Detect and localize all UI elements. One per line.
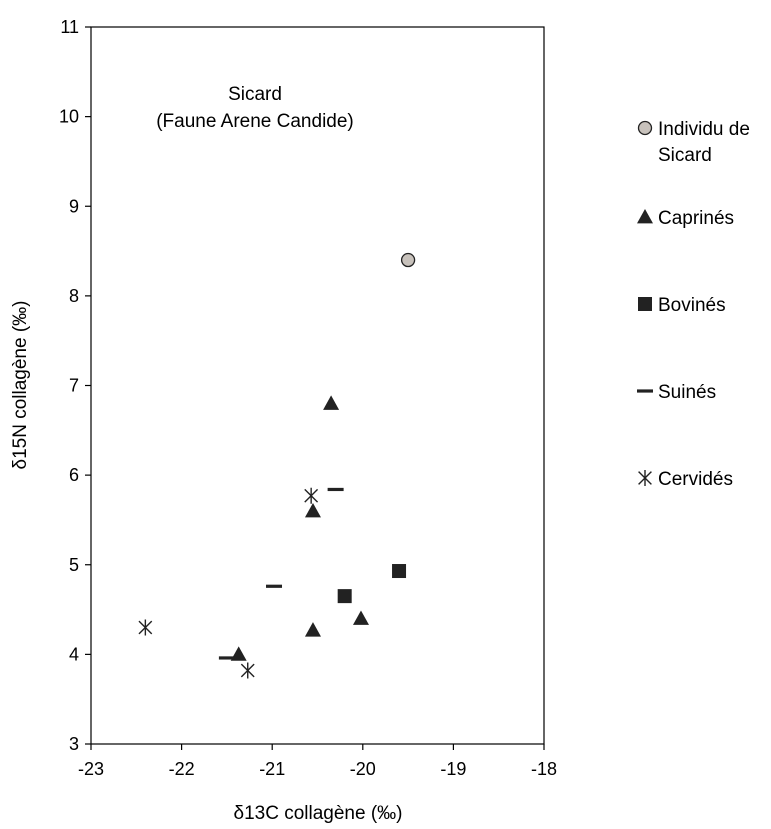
x-tick-label: -18 [531, 759, 557, 779]
x-tick-label: -19 [440, 759, 466, 779]
legend-marker-triangle [637, 209, 653, 224]
data-point-triangle [304, 502, 321, 518]
legend: Individu de Sicard Caprinés Bovinés Suinés Ce… [637, 119, 750, 490]
legend-item: Individu de Sicard [637, 119, 750, 166]
y-axis: 3 4 5 6 7 8 9 10 11 [59, 17, 91, 754]
x-axis-label: δ13C collagène (‰) [234, 803, 403, 824]
x-tick-label: -23 [78, 759, 104, 779]
legend-item: Suinés [637, 382, 716, 403]
data-point-dash [218, 656, 235, 660]
legend-label: Individu de [658, 119, 750, 140]
legend-label: Suinés [658, 382, 716, 403]
y-tick-label: 11 [60, 17, 79, 37]
y-tick-label: 3 [69, 734, 79, 754]
legend-item: Caprinés [637, 208, 734, 229]
legend-label: Sicard [658, 145, 712, 166]
y-tick-label: 5 [69, 555, 79, 575]
data-point-asterisk [240, 662, 255, 679]
legend-marker-circle [637, 120, 653, 136]
legend-marker-square [638, 297, 652, 311]
legend-marker-asterisk [638, 470, 652, 486]
y-tick-label: 7 [69, 376, 79, 396]
y-tick-label: 9 [69, 196, 79, 216]
legend-label: Caprinés [658, 208, 734, 229]
x-tick-label: -21 [259, 759, 285, 779]
data-point-circle [400, 252, 416, 268]
annotation-line-1: Sicard [228, 84, 282, 105]
legend-item: Cervidés [638, 469, 733, 490]
data-point-asterisk [138, 619, 153, 636]
data-point-triangle [304, 622, 321, 637]
data-point-square [392, 564, 407, 579]
legend-label: Bovinés [658, 295, 726, 316]
annotation-line-2: (Faune Arene Candide) [156, 111, 354, 132]
data-point-dash [266, 584, 283, 588]
x-tick-label: -20 [350, 759, 376, 779]
x-tick-label: -22 [169, 759, 195, 779]
data-point-square [337, 589, 352, 604]
y-tick-label: 8 [69, 286, 79, 306]
y-tick-label: 6 [69, 465, 79, 485]
legend-item: Bovinés [638, 295, 726, 316]
legend-label: Cervidés [658, 469, 733, 490]
data-point-triangle [323, 395, 340, 410]
data-point-triangle [352, 610, 369, 625]
legend-marker-dash [637, 389, 653, 393]
data-points [138, 252, 416, 679]
x-axis: -23 -22 -21 -20 -19 -18 [78, 744, 557, 779]
data-point-asterisk [304, 487, 319, 504]
y-tick-label: 4 [69, 644, 79, 664]
y-tick-label: 10 [59, 107, 79, 127]
plot-area [90, 26, 545, 745]
data-point-dash [327, 487, 344, 492]
y-axis-label: δ15N collagène (‰) [10, 301, 31, 470]
